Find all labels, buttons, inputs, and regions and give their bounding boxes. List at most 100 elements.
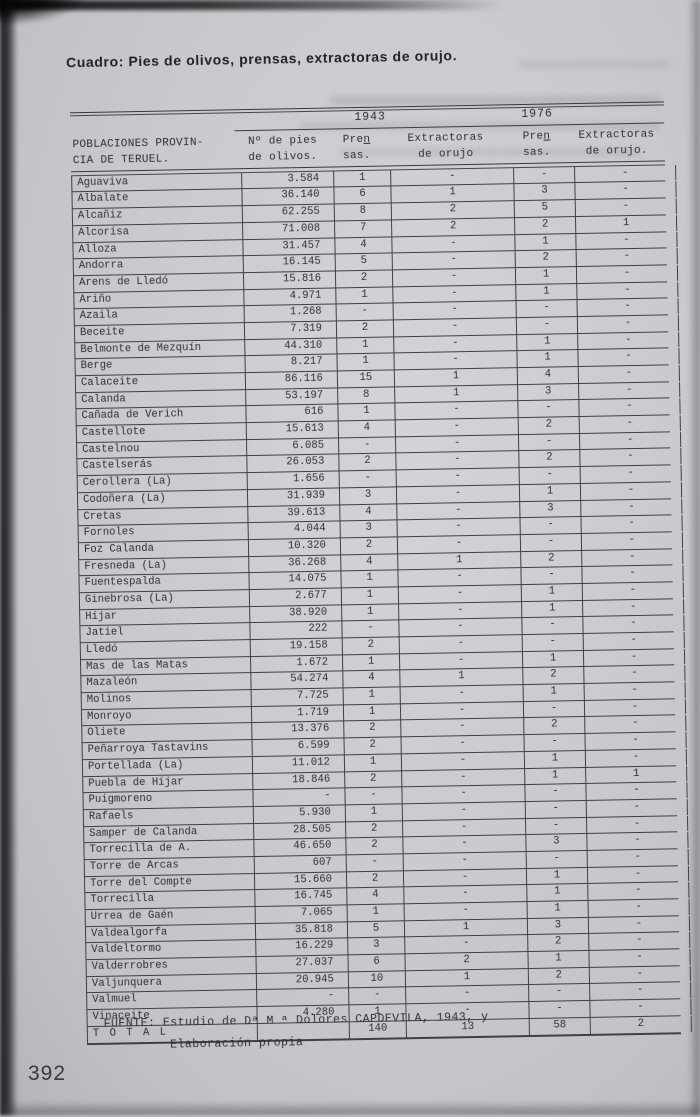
cell-prensas-1976: 1 bbox=[524, 767, 586, 785]
cell-pies-olivos: 3.584 bbox=[241, 171, 334, 189]
cell-extractoras-1943: - bbox=[392, 301, 516, 320]
cell-prensas-1976: - bbox=[519, 533, 582, 551]
cell-extractoras-1943: - bbox=[399, 701, 524, 720]
cell-extractoras-1943: 1 bbox=[397, 551, 521, 570]
table-body: Aguaviva 3.584 1- - - Albalate 36.140 6 1 3- Alcañ… bbox=[71, 164, 692, 1044]
cell-pies-olivos: 15.816 bbox=[242, 271, 336, 289]
cell-pies-olivos: 62.255 bbox=[241, 204, 334, 223]
cell-town: Belmonte de Mezquín bbox=[74, 339, 245, 359]
cell-extractoras-1976: - bbox=[579, 448, 682, 467]
cell-prensas-1976: 1 bbox=[522, 684, 584, 701]
cell-town: Valjunquera bbox=[85, 973, 257, 993]
page-title: Cuadro: Pies de olivos, prensas, extract… bbox=[65, 47, 458, 71]
cell-pies-olivos: 7.065 bbox=[254, 905, 347, 923]
statistics-table: 1943 1976 POBLACIONES PROVIN- Nº de pies… bbox=[69, 101, 692, 1045]
cell-town: Valdealgorfa bbox=[84, 923, 256, 943]
cell-prensas-1943: - bbox=[335, 303, 393, 321]
cell-pies-olivos: 38.920 bbox=[249, 605, 342, 623]
col-header-prensas-1943-2: sas. bbox=[342, 150, 371, 163]
cell-extractoras-1943: - bbox=[395, 484, 520, 503]
cell-extractoras-1976: - bbox=[575, 231, 678, 250]
cell-pies-olivos: 18.846 bbox=[252, 771, 345, 790]
cell-prensas-1976: 2 bbox=[527, 934, 589, 952]
cell-prensas-1943: 4 bbox=[346, 887, 404, 905]
cell-prensas-1976: - bbox=[524, 784, 586, 801]
col-header-prensas-1976-2: sas. bbox=[522, 146, 551, 160]
cell-prensas-1976: 1 bbox=[521, 650, 584, 668]
cell-extractoras-1976: - bbox=[587, 882, 690, 900]
cell-town: Berge bbox=[74, 356, 245, 376]
cell-extractoras-1976: - bbox=[582, 598, 685, 617]
cell-extractoras-1943: - bbox=[400, 751, 525, 770]
cell-extractoras-1943: - bbox=[403, 902, 527, 921]
cell-town: Arens de Lledó bbox=[72, 273, 244, 292]
cell-pies-olivos: 4.971 bbox=[243, 288, 336, 306]
cell-extractoras-1943: - bbox=[401, 768, 525, 787]
cell-town: Jatiel bbox=[79, 623, 250, 643]
cell-town: Calaceite bbox=[74, 373, 246, 392]
page-number: 392 bbox=[28, 1062, 67, 1085]
cell-extractoras-1976: - bbox=[577, 331, 680, 350]
cell-extractoras-1943: - bbox=[394, 418, 518, 437]
cell-extractoras-1976: - bbox=[585, 798, 688, 817]
cell-extractoras-1976: - bbox=[585, 815, 689, 834]
cell-prensas-1943: 7 bbox=[334, 220, 392, 238]
cell-pies-olivos: 36.268 bbox=[248, 555, 341, 573]
cell-prensas-1976: 5 bbox=[513, 200, 575, 218]
cell-town: Rafaels bbox=[82, 806, 254, 826]
cell-prensas-1976: - bbox=[523, 734, 585, 751]
cell-extractoras-1976: - bbox=[576, 315, 680, 333]
cell-extractoras-1976: - bbox=[578, 415, 681, 433]
cell-extractoras-1976: - bbox=[582, 648, 686, 667]
cell-extractoras-1976: - bbox=[580, 532, 684, 550]
cell-extractoras-1976: - bbox=[588, 949, 691, 967]
col-header-extractoras-1976-2: de orujo. bbox=[585, 145, 648, 159]
cell-prensas-1943: 3 bbox=[339, 520, 397, 538]
cell-prensas-1976: 1 bbox=[516, 333, 578, 351]
cell-extractoras-1943: - bbox=[403, 885, 527, 904]
cell-pies-olivos: 4.044 bbox=[247, 521, 340, 540]
cell-extractoras-1976: - bbox=[576, 298, 679, 317]
cell-town: Torrecilla de A. bbox=[83, 840, 254, 860]
cell-extractoras-1976: - bbox=[586, 849, 689, 867]
cell-pies-olivos: 14.075 bbox=[248, 571, 341, 590]
cell-town: Peñarroya Tastavins bbox=[81, 740, 252, 760]
cell-prensas-1943: 2 bbox=[343, 720, 401, 738]
cell-extractoras-1976: - bbox=[587, 899, 690, 917]
cell-extractoras-1943: - bbox=[397, 585, 522, 604]
cell-prensas-1943: 8 bbox=[333, 203, 391, 221]
cell-prensas-1976: 1 bbox=[526, 884, 588, 902]
cell-extractoras-1943: 1 bbox=[394, 384, 518, 403]
cell-prensas-1943: 5 bbox=[346, 921, 405, 938]
cell-prensas-1976: - bbox=[521, 617, 583, 635]
cell-extractoras-1976: - bbox=[588, 965, 692, 984]
cell-town: Híjar bbox=[79, 606, 250, 626]
cell-town: Cañada de Verich bbox=[75, 406, 246, 426]
cell-extractoras-1943: - bbox=[402, 868, 527, 887]
cell-pies-olivos: 31.939 bbox=[246, 488, 340, 506]
cell-extractoras-1976: - bbox=[584, 732, 687, 750]
cell-extractoras-1943: - bbox=[402, 852, 526, 870]
cell-prensas-1943: 5 bbox=[334, 253, 392, 271]
cell-prensas-1976: - bbox=[513, 166, 575, 184]
cell-town: Fornoles bbox=[77, 523, 248, 543]
cell-town: Fresneda (La) bbox=[78, 556, 249, 576]
cell-prensas-1976: 3 bbox=[519, 500, 581, 518]
cell-pies-olivos: 39.613 bbox=[247, 504, 340, 523]
cell-pies-olivos: 15.660 bbox=[253, 872, 347, 890]
cell-pies-olivos: 28.505 bbox=[253, 821, 346, 840]
cell-pies-olivos: 27.037 bbox=[255, 955, 348, 973]
cell-extractoras-1976: - bbox=[580, 515, 683, 533]
cell-prensas-1943: 2 bbox=[335, 320, 394, 338]
cell-prensas-1943: 6 bbox=[333, 186, 391, 204]
cell-pies-olivos: 2.677 bbox=[248, 588, 342, 606]
cell-extractoras-1943: - bbox=[392, 318, 517, 337]
cell-prensas-1976: 2 bbox=[523, 717, 585, 735]
cell-prensas-1943: 4 bbox=[339, 503, 397, 521]
cell-extractoras-1976: 1 bbox=[585, 765, 688, 784]
cell-extractoras-1943: 2 bbox=[390, 201, 514, 220]
cell-extractoras-1976: - bbox=[579, 481, 683, 500]
cell-pies-olivos: 1.719 bbox=[250, 705, 344, 723]
cell-prensas-1943: 1 bbox=[341, 604, 399, 621]
